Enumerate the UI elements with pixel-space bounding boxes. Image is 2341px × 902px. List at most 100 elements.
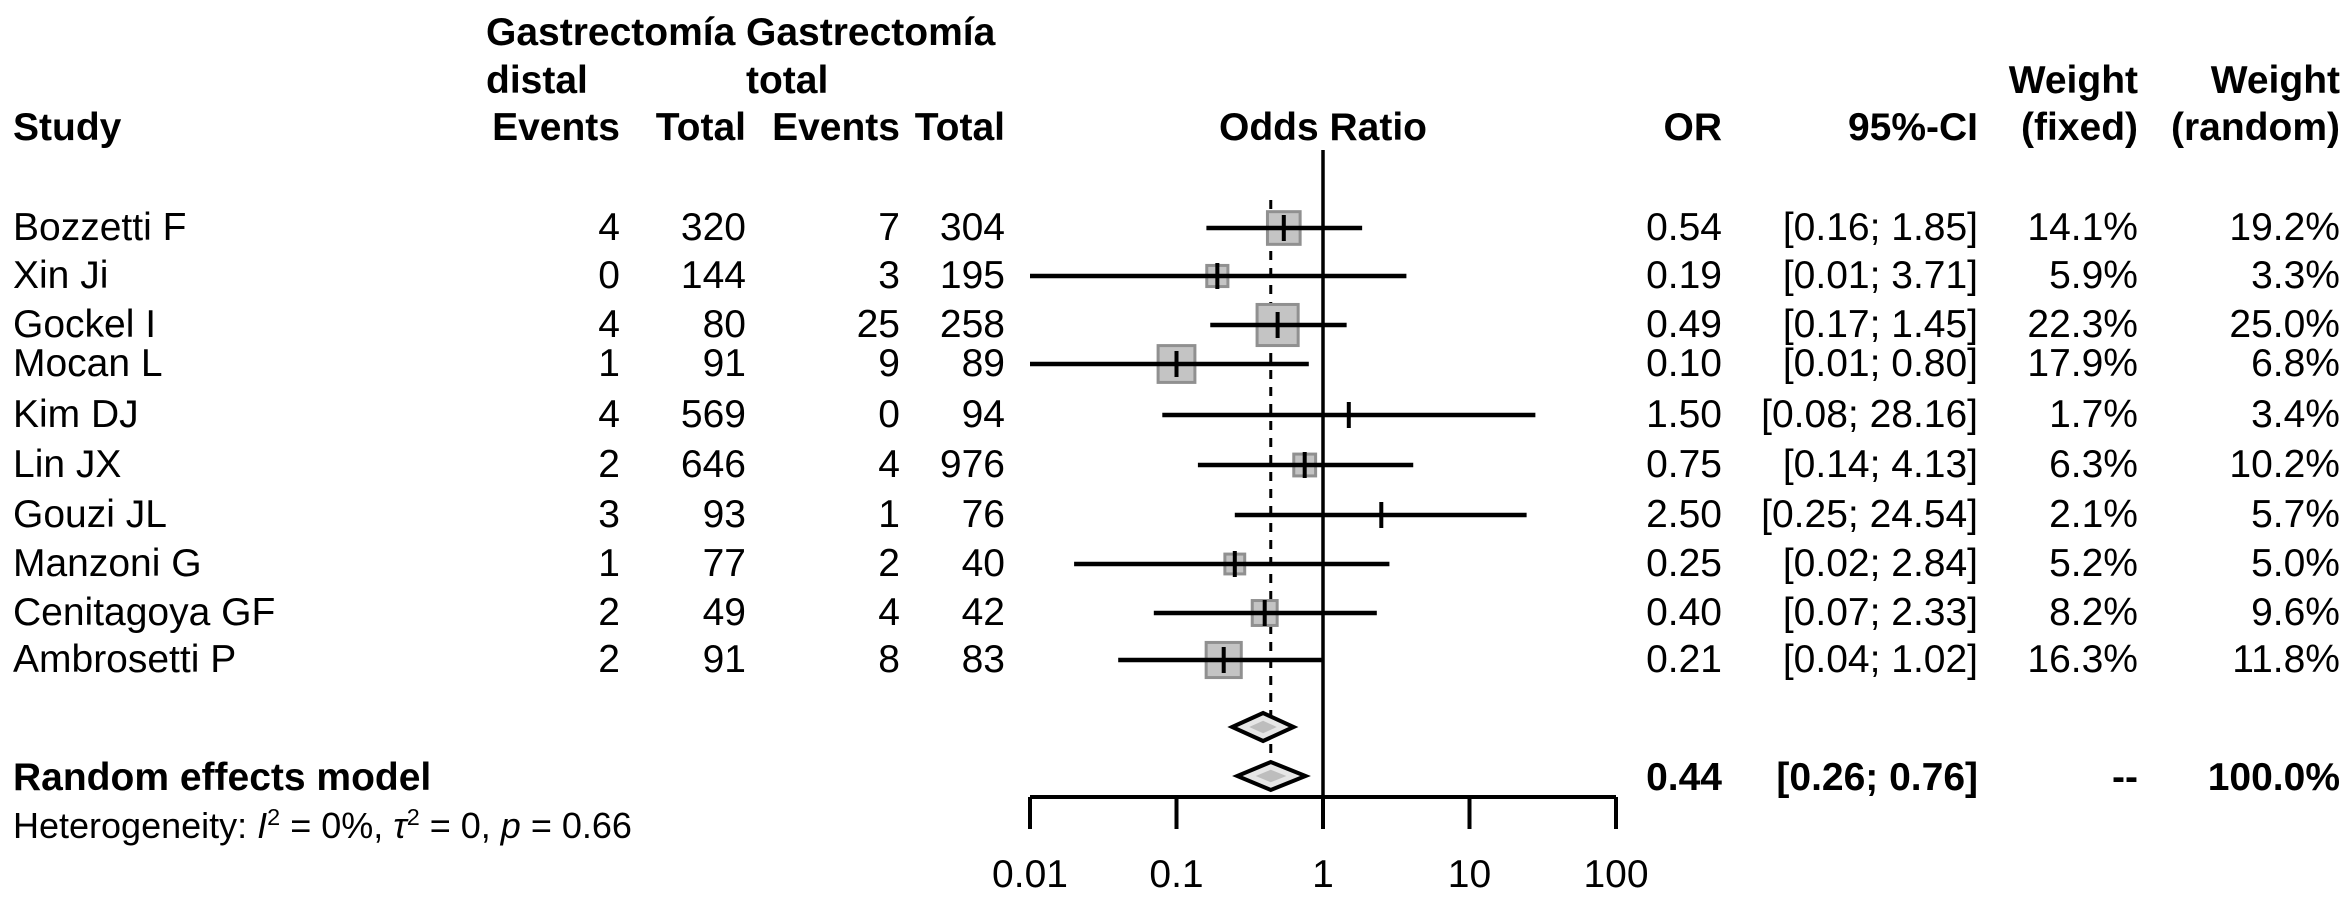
group2-header-line1: Gastrectomía xyxy=(746,11,996,54)
weight-random-value: 3.3% xyxy=(2251,254,2340,297)
events2-column-header: Events xyxy=(772,106,900,149)
or-value: 0.54 xyxy=(1646,206,1722,249)
weight-random-value: 9.6% xyxy=(2251,591,2340,634)
x-axis-tick-label: 0.1 xyxy=(1149,853,1204,896)
total1-column-header: Total xyxy=(655,106,746,149)
group1-header-line2: distal xyxy=(486,59,588,102)
ci-value: [0.16; 1.85] xyxy=(1782,206,1978,249)
x-axis-tick-label: 0.01 xyxy=(992,853,1068,896)
total-distal-value: 49 xyxy=(702,591,746,634)
study-column-header: Study xyxy=(13,106,122,149)
study-name: Ambrosetti P xyxy=(13,638,237,681)
total-distal-value: 91 xyxy=(702,638,746,681)
events-distal-value: 2 xyxy=(598,591,620,634)
total-distal-value: 320 xyxy=(680,206,746,249)
weight-random-header-line2: (random) xyxy=(2171,106,2340,149)
events-distal-value: 1 xyxy=(598,542,620,585)
total2-column-header: Total xyxy=(914,106,1005,149)
study-name: Mocan L xyxy=(13,342,163,385)
weight-random-value: 5.0% xyxy=(2251,542,2340,585)
total-total-value: 304 xyxy=(939,206,1005,249)
events-total-value: 25 xyxy=(856,303,900,346)
weight-random-value: 19.2% xyxy=(2229,206,2340,249)
or-value: 0.75 xyxy=(1646,443,1722,486)
weight-random-value: 11.8% xyxy=(2232,638,2340,681)
total-distal-value: 80 xyxy=(702,303,746,346)
ci-value: [0.01; 0.80] xyxy=(1782,342,1978,385)
x-axis-tick-label: 100 xyxy=(1583,853,1649,896)
summary-weight-random-value: 100.0% xyxy=(2207,756,2340,799)
events-distal-value: 4 xyxy=(598,303,620,346)
study-name: Bozzetti F xyxy=(13,206,187,249)
ci-value: [0.08; 28.16] xyxy=(1761,393,1978,436)
x-axis-tick-label: 1 xyxy=(1312,853,1334,896)
random-effects-diamond-inner xyxy=(1255,769,1287,783)
study-name: Gouzi JL xyxy=(13,493,167,536)
weight-random-value: 6.8% xyxy=(2251,342,2340,385)
weight-fixed-value: 6.3% xyxy=(2049,443,2138,486)
weight-fixed-value: 1.7% xyxy=(2049,393,2138,436)
ci-column-header: 95%-CI xyxy=(1847,106,1978,149)
weight-fixed-value: 16.3% xyxy=(2027,638,2138,681)
weight-random-value: 5.7% xyxy=(2251,493,2340,536)
events-distal-value: 1 xyxy=(598,342,620,385)
total-total-value: 976 xyxy=(939,443,1005,486)
or-value: 0.40 xyxy=(1646,591,1722,634)
total-total-value: 195 xyxy=(939,254,1005,297)
weight-fixed-value: 17.9% xyxy=(2027,342,2138,385)
tau-squared-symbol: τ xyxy=(393,805,407,846)
group1-header-line1: Gastrectomía xyxy=(486,11,736,54)
or-column-header: OR xyxy=(1663,106,1723,149)
events-distal-value: 2 xyxy=(598,638,620,681)
ci-value: [0.04; 1.02] xyxy=(1782,638,1978,681)
weight-fixed-value: 22.3% xyxy=(2027,303,2138,346)
p-value: = 0.66 xyxy=(520,805,632,846)
events-total-value: 4 xyxy=(878,443,900,486)
events-total-value: 9 xyxy=(878,342,900,385)
heterogeneity-text: Heterogeneity: I2 = 0%, τ2 = 0, p = 0.66 xyxy=(13,801,632,851)
events-total-value: 8 xyxy=(878,638,900,681)
events-distal-value: 0 xyxy=(598,254,620,297)
events-total-value: 2 xyxy=(878,542,900,585)
or-value: 0.49 xyxy=(1646,303,1722,346)
i-squared-value: = 0%, xyxy=(280,805,394,846)
study-name: Kim DJ xyxy=(13,393,139,436)
total-total-value: 94 xyxy=(961,393,1005,436)
events1-column-header: Events xyxy=(492,106,620,149)
i-squared-symbol: I xyxy=(257,805,268,846)
x-axis-tick-label: 10 xyxy=(1447,853,1492,896)
or-value: 0.19 xyxy=(1646,254,1722,297)
total-distal-value: 77 xyxy=(702,542,746,585)
total-total-value: 258 xyxy=(939,303,1005,346)
ci-value: [0.01; 3.71] xyxy=(1782,254,1978,297)
total-distal-value: 144 xyxy=(680,254,746,297)
total-distal-value: 93 xyxy=(702,493,746,536)
weight-fixed-value: 8.2% xyxy=(2049,591,2138,634)
ci-value: [0.07; 2.33] xyxy=(1782,591,1978,634)
or-value: 0.10 xyxy=(1646,342,1722,385)
events-total-value: 3 xyxy=(878,254,900,297)
weight-fixed-header-line1: Weight xyxy=(2008,59,2138,102)
total-total-value: 89 xyxy=(961,342,1005,385)
events-total-value: 0 xyxy=(878,393,900,436)
weight-random-value: 25.0% xyxy=(2229,303,2340,346)
ci-value: [0.14; 4.13] xyxy=(1782,443,1978,486)
total-total-value: 76 xyxy=(961,493,1005,536)
weight-fixed-value: 14.1% xyxy=(2027,206,2138,249)
tau-squared-value: = 0, xyxy=(419,805,501,846)
events-distal-value: 2 xyxy=(598,443,620,486)
events-distal-value: 3 xyxy=(598,493,620,536)
total-total-value: 83 xyxy=(961,638,1005,681)
heterogeneity-prefix: Heterogeneity: xyxy=(13,805,258,846)
total-total-value: 40 xyxy=(961,542,1005,585)
weight-random-value: 10.2% xyxy=(2229,443,2340,486)
weight-fixed-header-line2: (fixed) xyxy=(2021,106,2138,149)
i-squared-exponent: 2 xyxy=(267,804,281,830)
odds-ratio-column-header: Odds Ratio xyxy=(1218,106,1427,149)
tau-squared-exponent: 2 xyxy=(406,804,420,830)
or-value: 2.50 xyxy=(1646,493,1722,536)
ci-value: [0.17; 1.45] xyxy=(1782,303,1978,346)
ci-value: [0.25; 24.54] xyxy=(1761,493,1978,536)
p-symbol: p xyxy=(500,805,521,846)
